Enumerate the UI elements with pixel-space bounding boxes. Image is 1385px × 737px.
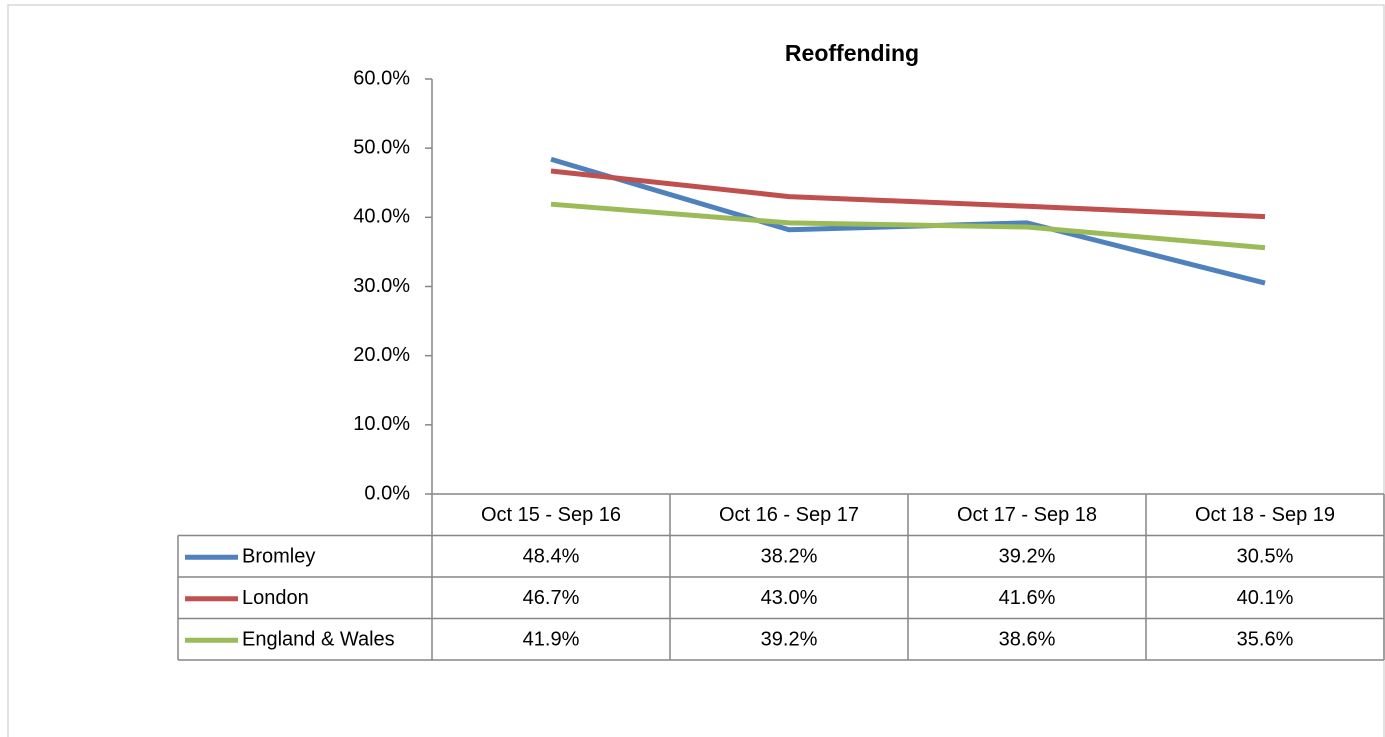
data-label: 41.9% (523, 629, 580, 651)
x-tick-label: Oct 16 - Sep 17 (719, 504, 859, 526)
x-tick-label: Oct 15 - Sep 16 (481, 504, 621, 526)
y-tick-label: 0.0% (364, 482, 410, 504)
legend-label: London (242, 587, 309, 609)
legend-label: Bromley (242, 546, 315, 568)
y-tick-label: 40.0% (353, 206, 410, 228)
series-line (550, 201, 1266, 251)
data-label: 38.2% (761, 546, 818, 568)
data-label: 40.1% (1237, 587, 1294, 609)
data-label: 43.0% (761, 587, 818, 609)
data-label: 39.2% (999, 546, 1056, 568)
series-line (550, 168, 1266, 220)
chart-title: Reoffending (785, 40, 919, 66)
x-tick-label: Oct 17 - Sep 18 (957, 504, 1097, 526)
y-tick-label: 10.0% (353, 413, 410, 435)
y-tick-label: 20.0% (353, 344, 410, 366)
y-tick-label: 30.0% (353, 275, 410, 297)
x-tick-label: Oct 18 - Sep 19 (1195, 504, 1335, 526)
data-label: 41.6% (999, 587, 1056, 609)
y-tick-label: 60.0% (353, 67, 410, 89)
data-label: 46.7% (523, 587, 580, 609)
y-tick-label: 50.0% (353, 136, 410, 158)
chart-frame (7, 4, 1385, 737)
legend-label: England & Wales (242, 629, 395, 651)
data-label: 39.2% (761, 629, 818, 651)
data-label: 30.5% (1237, 546, 1294, 568)
data-label: 38.6% (999, 629, 1056, 651)
data-label: 48.4% (523, 546, 580, 568)
data-label: 35.6% (1237, 629, 1294, 651)
